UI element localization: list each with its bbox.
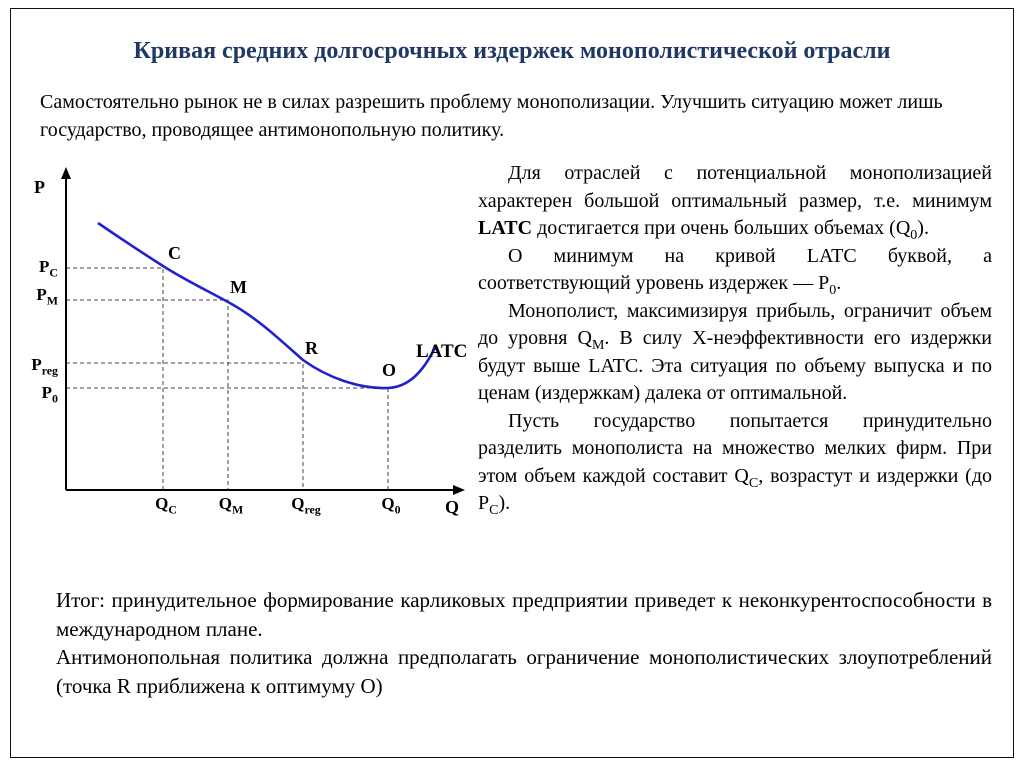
conclusion-paragraph-1: Итог: принудительное формирование карлик… <box>56 588 992 641</box>
commentary-paragraph-2: О минимум на кривой LATC буквой, а соотв… <box>478 244 992 298</box>
y-axis-label: P <box>34 177 45 197</box>
guide-line-C <box>66 267 164 490</box>
latc-diagram: P Q C M R O LATC PC PM Preg P0 QC QM Qre… <box>28 166 488 528</box>
commentary-column: Для отраслей с потенциальной монополизац… <box>478 160 992 518</box>
xtick-qc: QC <box>155 494 177 517</box>
xtick-qm: QM <box>218 494 244 517</box>
ytick-pm: PM <box>36 285 58 308</box>
latc-chart-svg: P Q C M R O LATC <box>34 167 467 517</box>
conclusion-paragraph-2: Антимонопольная политика должна предпола… <box>56 645 992 698</box>
slide-title: Кривая средних долгосрочных издержек мон… <box>133 38 891 64</box>
latc-curve <box>97 221 438 390</box>
guide-line-O <box>66 387 389 490</box>
xtick-qreg: Qreg <box>291 494 321 517</box>
xtick-q0: Q0 <box>381 494 401 517</box>
guide-line-R <box>66 362 304 490</box>
conclusion-block: Итог: принудительное формирование карлик… <box>56 586 992 700</box>
ytick-pc: PC <box>39 257 58 280</box>
ytick-p0: P0 <box>41 383 58 406</box>
ytick-preg: Preg <box>31 355 58 378</box>
point-label-O: O <box>382 360 396 380</box>
commentary-paragraph-4: Пусть государство попытается принудитель… <box>478 409 992 518</box>
latc-curve-label: LATC <box>416 341 467 362</box>
point-label-M: M <box>230 277 247 297</box>
intro-paragraph: Самостоятельно рынок не в силах разрешит… <box>40 91 943 141</box>
y-axis-arrow-icon <box>61 167 71 179</box>
x-axis-arrow-icon <box>453 485 465 495</box>
point-label-R: R <box>305 338 319 358</box>
point-label-C: C <box>168 243 181 263</box>
commentary-paragraph-1: Для отраслей с потенциальной монополизац… <box>478 162 992 243</box>
x-axis-label: Q <box>445 497 459 517</box>
commentary-paragraph-3: Монополист, максимизируя прибыль, ограни… <box>478 299 992 405</box>
guide-line-M <box>66 299 229 490</box>
